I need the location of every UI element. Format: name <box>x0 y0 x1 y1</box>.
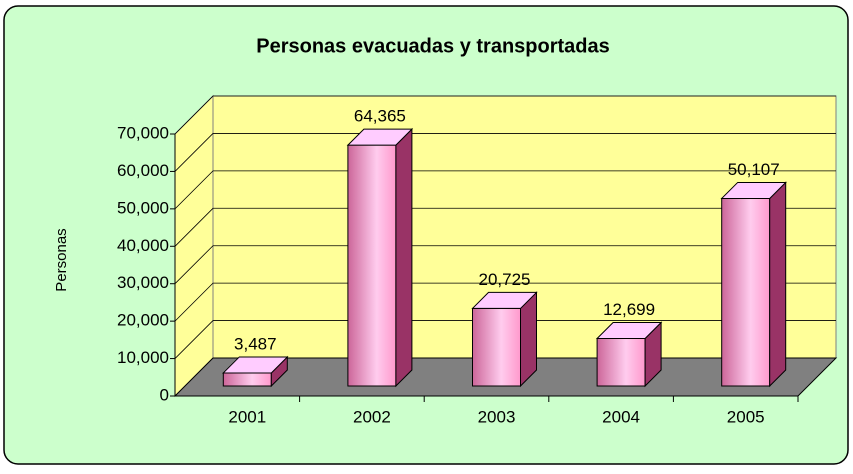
bar <box>347 144 397 387</box>
y-tick-label: 70,000 <box>117 123 169 142</box>
x-tick-label: 2005 <box>727 407 765 426</box>
chart-title: Personas evacuadas y transportadas <box>256 35 610 57</box>
grid-line <box>174 245 836 284</box>
value-label: 50,107 <box>728 160 780 179</box>
x-tick-label: 2002 <box>353 407 391 426</box>
bar-top <box>471 291 538 309</box>
bar-side <box>395 127 413 388</box>
x-tick-label: 2003 <box>478 407 516 426</box>
bar <box>596 337 646 387</box>
y-axis-label: Personas <box>53 228 70 291</box>
grid-line <box>174 95 836 135</box>
bar-top <box>222 356 289 374</box>
x-tick-label: 2001 <box>228 407 266 426</box>
grid-line <box>174 282 836 322</box>
grid-line <box>174 170 836 210</box>
value-label: 20,725 <box>479 270 531 289</box>
bar-top <box>720 181 787 199</box>
value-label: 64,365 <box>354 107 406 126</box>
y-tick-label: 30,000 <box>117 273 169 292</box>
bar-side <box>769 181 787 388</box>
grid-line <box>174 133 836 172</box>
value-label: 12,699 <box>603 300 655 319</box>
bar-top <box>346 128 414 146</box>
side-wall <box>174 94 214 398</box>
grid-line <box>174 207 836 247</box>
grid-line <box>174 320 836 359</box>
bar <box>721 197 771 387</box>
value-label: 3,487 <box>234 334 277 353</box>
x-tick-label: 2004 <box>602 407 640 426</box>
bar <box>472 307 521 387</box>
y-tick-label: 10,000 <box>117 348 169 367</box>
y-tick-label: 0 <box>160 385 169 404</box>
bar-top <box>595 321 663 339</box>
y-tick-label: 40,000 <box>117 236 169 255</box>
y-tick-label: 50,000 <box>117 198 169 217</box>
y-tick-label: 60,000 <box>117 161 169 180</box>
bar <box>222 372 272 387</box>
y-tick-label: 20,000 <box>117 311 169 330</box>
